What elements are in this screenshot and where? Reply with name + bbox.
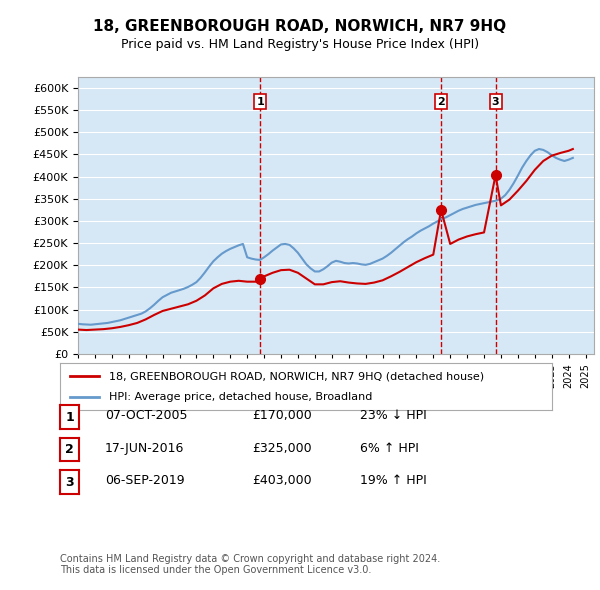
Text: 3: 3 (492, 97, 499, 107)
Text: Contains HM Land Registry data © Crown copyright and database right 2024.
This d: Contains HM Land Registry data © Crown c… (60, 553, 440, 575)
Text: 18, GREENBOROUGH ROAD, NORWICH, NR7 9HQ: 18, GREENBOROUGH ROAD, NORWICH, NR7 9HQ (94, 19, 506, 34)
Text: 17-JUN-2016: 17-JUN-2016 (105, 442, 184, 455)
Text: 1: 1 (256, 97, 264, 107)
Text: Price paid vs. HM Land Registry's House Price Index (HPI): Price paid vs. HM Land Registry's House … (121, 38, 479, 51)
Text: 6% ↑ HPI: 6% ↑ HPI (360, 442, 419, 455)
Text: 23% ↓ HPI: 23% ↓ HPI (360, 409, 427, 422)
Text: 1: 1 (65, 411, 74, 424)
Text: 3: 3 (65, 476, 74, 489)
Text: 19% ↑ HPI: 19% ↑ HPI (360, 474, 427, 487)
Text: 06-SEP-2019: 06-SEP-2019 (105, 474, 185, 487)
Text: HPI: Average price, detached house, Broadland: HPI: Average price, detached house, Broa… (109, 392, 373, 402)
Text: 2: 2 (437, 97, 445, 107)
Text: 2: 2 (65, 443, 74, 456)
Text: £403,000: £403,000 (252, 474, 311, 487)
Text: 18, GREENBOROUGH ROAD, NORWICH, NR7 9HQ (detached house): 18, GREENBOROUGH ROAD, NORWICH, NR7 9HQ … (109, 371, 484, 381)
Text: 07-OCT-2005: 07-OCT-2005 (105, 409, 187, 422)
Text: £325,000: £325,000 (252, 442, 311, 455)
Text: £170,000: £170,000 (252, 409, 312, 422)
